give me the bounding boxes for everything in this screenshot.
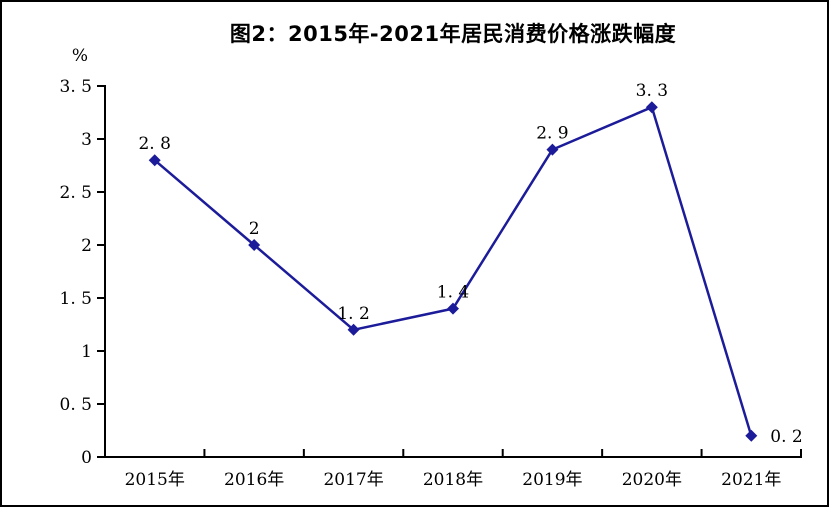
y-axis-unit-label: % [71,46,89,66]
y-axis-tick-label: 3. 5 [60,77,92,97]
data-point-label: 1. 2 [337,304,369,324]
data-point-label: 0. 2 [770,427,802,447]
y-axis-tick-label: 2. 5 [60,183,92,203]
data-point-label: 1. 4 [437,283,469,303]
data-point-marker [248,239,261,251]
y-axis-tick-label: 0 [81,448,92,468]
data-point-marker [546,143,559,156]
data-point-marker [447,302,459,315]
data-point-marker [347,323,360,336]
y-axis-tick-label: 3 [81,130,92,150]
x-axis-category-label: 2020年 [622,470,682,490]
data-point-marker [645,101,658,114]
x-axis-category-label: 2018年 [423,470,483,490]
x-axis-category-label: 2017年 [323,470,383,490]
x-axis-category-label: 2016年 [224,470,284,490]
series-line [153,105,753,437]
y-axis-tick-label: 0. 5 [60,395,92,415]
y-axis-tick-label: 2 [81,236,92,256]
y-axis-tick-label: 1. 5 [60,289,92,309]
chart-title: 图2：2015年-2021年居民消费价格涨跌幅度 [229,22,677,46]
data-point-label: 2 [249,219,260,239]
data-point-marker [148,154,161,167]
x-axis-category-label: 2019年 [522,470,582,490]
y-axis-tick-label: 1 [81,342,92,362]
data-point-label: 2. 9 [536,124,568,144]
x-axis-category-label: 2015年 [125,470,185,490]
data-point-label: 2. 8 [138,134,170,154]
x-axis-category-label: 2021年 [721,470,781,490]
data-point-label: 3. 3 [636,81,668,101]
data-point-marker [745,429,758,442]
